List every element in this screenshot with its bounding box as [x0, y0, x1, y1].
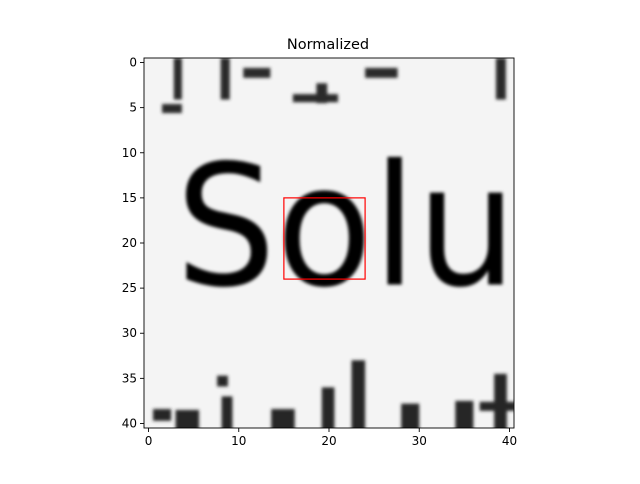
y-tick-label: 30	[122, 326, 137, 340]
y-tick-label: 0	[129, 56, 137, 70]
x-tick-label: 0	[145, 434, 153, 448]
x-axis: 0 10 20 30 40	[145, 428, 517, 448]
glyph-fragment-top	[292, 94, 339, 103]
image-area: Solu	[144, 58, 517, 428]
x-tick-label: 40	[502, 434, 517, 448]
glyph-fragment-bottom	[321, 387, 335, 428]
glyph-fragment-bottom	[153, 409, 172, 421]
glyph-fragment-top	[162, 104, 182, 114]
x-tick-label: 30	[412, 434, 427, 448]
y-tick-label: 40	[122, 416, 137, 430]
x-tick-label: 10	[231, 434, 246, 448]
glyph-fragment-top	[243, 67, 271, 78]
glyph-fragment-bottom	[494, 373, 507, 428]
glyph-fragment-top	[220, 58, 230, 100]
glyph-fragment-top	[173, 58, 182, 100]
y-tick-label: 25	[122, 281, 137, 295]
word-solu: Solu	[176, 129, 517, 325]
y-tick-label: 10	[122, 146, 137, 160]
glyph-fragment-top	[495, 58, 506, 100]
x-tick-label: 20	[321, 434, 336, 448]
y-axis: 0 5 10 15 20 25 30 35 40	[122, 56, 144, 430]
y-tick-label: 20	[122, 236, 137, 250]
y-tick-label: 15	[122, 191, 137, 205]
glyph-fragment-bottom	[455, 400, 474, 428]
glyph-fragment-bottom	[351, 360, 366, 428]
glyph-fragment-bottom	[271, 409, 295, 428]
glyph-fragment-bottom	[175, 409, 200, 428]
glyph-fragment-bottom	[217, 375, 228, 387]
glyph-fragment-bottom	[479, 401, 514, 411]
image-background	[144, 58, 514, 428]
text-glyphs: Solu	[153, 58, 517, 428]
chart-title: Normalized	[287, 37, 369, 53]
highlight-rectangle	[283, 197, 366, 280]
glyph-fragment-top	[316, 83, 328, 104]
glyph-fragment-top	[365, 67, 398, 78]
y-tick-label: 35	[122, 371, 137, 385]
y-tick-label: 5	[129, 101, 137, 115]
glyph-fragment-bottom	[401, 403, 420, 428]
glyph-fragment-bottom	[221, 396, 233, 428]
